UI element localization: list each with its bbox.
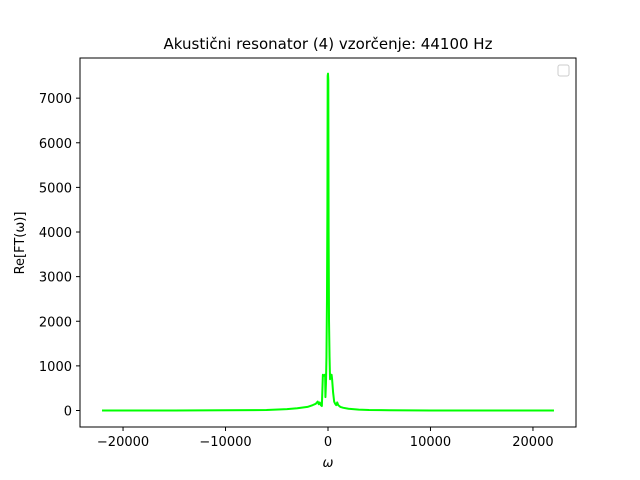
y-tick-label: 7000: [39, 92, 72, 107]
x-axis-ticks: −20000 −10000 0 10000 20000: [97, 427, 554, 450]
x-tick-label: 20000: [512, 435, 553, 450]
x-tick-label: 10000: [410, 435, 451, 450]
series-layer: [102, 72, 554, 412]
series-line-0: [102, 72, 554, 412]
y-axis-ticks: 0 1000 2000 3000 4000 5000 6000 7000: [39, 92, 80, 419]
x-axis-label: ω: [323, 456, 334, 471]
y-axis-label: Re[FT(ω)]: [13, 212, 28, 275]
x-tick-label: 0: [324, 435, 332, 450]
x-tick-label: −20000: [97, 435, 149, 450]
y-tick-label: 4000: [39, 226, 72, 241]
x-tick-label: −10000: [199, 435, 251, 450]
y-tick-label: 1000: [39, 360, 72, 375]
y-tick-label: 6000: [39, 137, 72, 152]
y-tick-label: 3000: [39, 271, 72, 286]
y-tick-label: 2000: [39, 315, 72, 330]
chart-title: Akustični resonator (4) vzorčenje: 44100…: [164, 35, 493, 53]
legend-frame: [557, 64, 570, 77]
y-tick-label: 5000: [39, 181, 72, 196]
y-tick-label: 0: [64, 404, 72, 419]
legend-box: [557, 64, 570, 77]
